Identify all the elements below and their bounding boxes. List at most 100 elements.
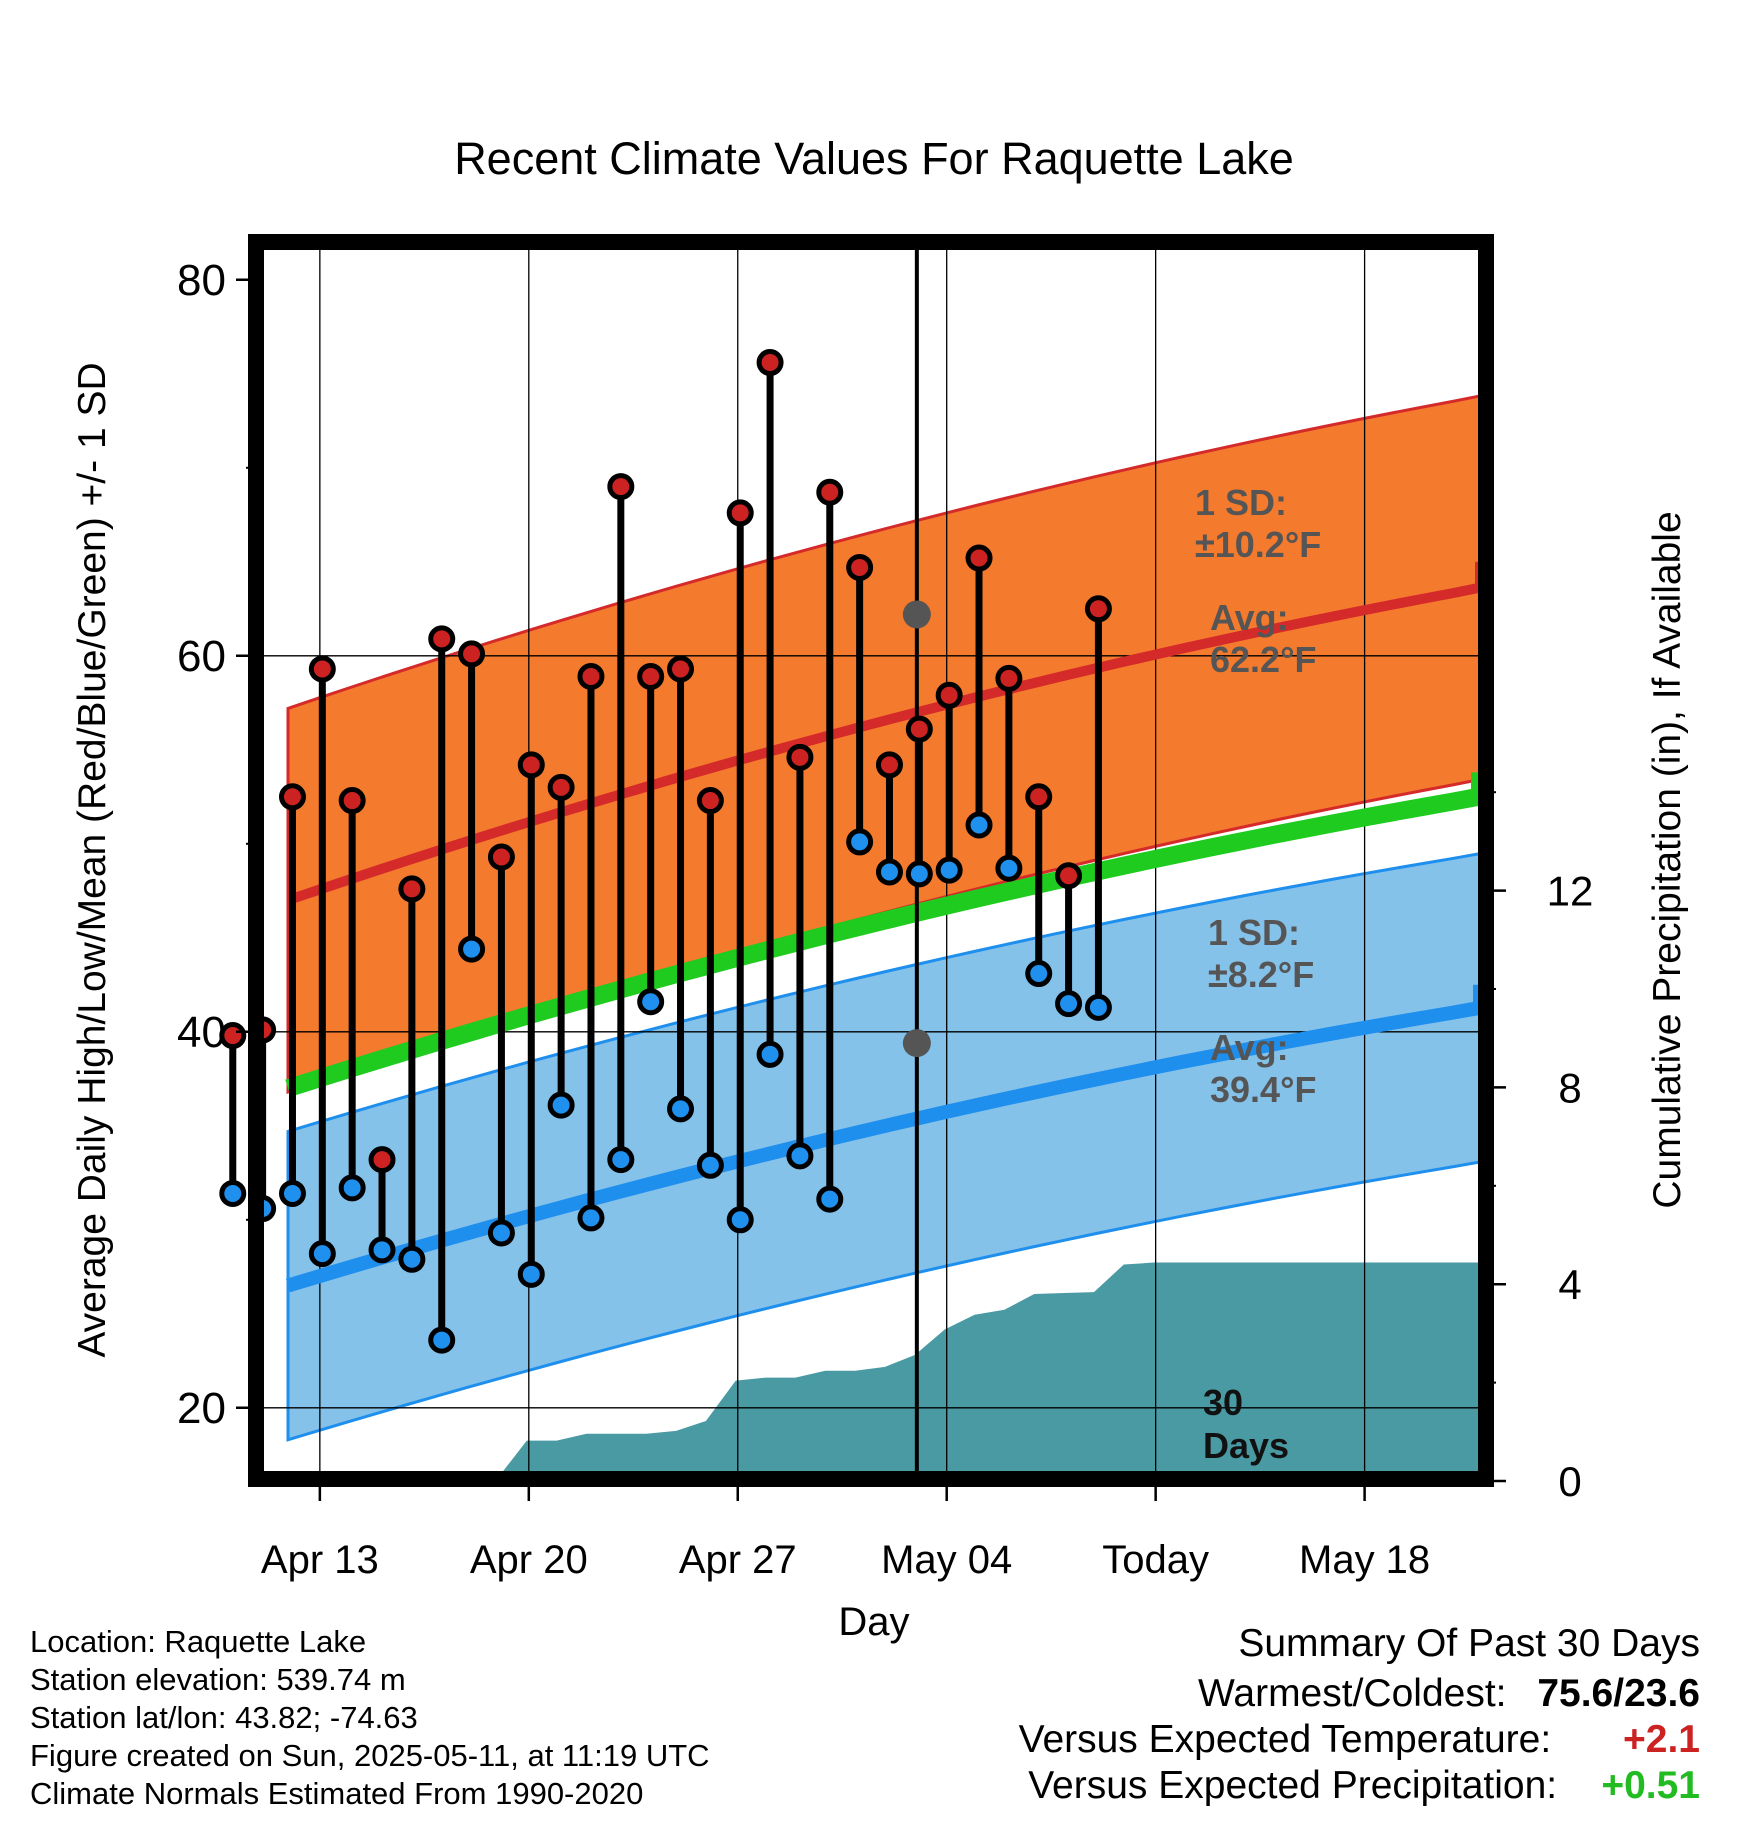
daily-high-dot bbox=[667, 655, 695, 683]
days-label: Days bbox=[1203, 1425, 1289, 1466]
chart-title: Recent Climate Values For Raquette Lake bbox=[454, 133, 1294, 184]
y-tick-label: 20 bbox=[177, 1384, 226, 1433]
daily-low-dot bbox=[517, 1260, 545, 1288]
daily-low-dot bbox=[875, 858, 903, 886]
daily-low-dot bbox=[487, 1219, 515, 1247]
low-avg-value: 39.4°F bbox=[1210, 1069, 1316, 1110]
daily-low-dot bbox=[1084, 993, 1112, 1021]
daily-low-dot bbox=[219, 1179, 247, 1207]
summary-warm-cold-value: 75.6/23.6 bbox=[1537, 1672, 1700, 1715]
daily-high-dot bbox=[696, 787, 724, 815]
high-sd-value: ±10.2°F bbox=[1195, 524, 1321, 565]
daily-low-dot bbox=[308, 1240, 336, 1268]
daily-low-dot bbox=[428, 1326, 456, 1354]
daily-low-dot bbox=[338, 1174, 366, 1202]
summary-temp: Versus Expected Temperature: +2.1 bbox=[1019, 1718, 1700, 1762]
daily-high-dot bbox=[487, 843, 515, 871]
summary-precip-label: Versus Expected Precipitation: bbox=[1028, 1764, 1558, 1807]
x-tick-label: May 04 bbox=[881, 1538, 1012, 1582]
low-sd-value: ±8.2°F bbox=[1208, 954, 1314, 995]
daily-low-dot bbox=[786, 1142, 814, 1170]
daily-high-dot bbox=[726, 499, 754, 527]
info-created: Figure created on Sun, 2025-05-11, at 11… bbox=[30, 1738, 710, 1773]
daily-high-dot bbox=[1084, 595, 1112, 623]
daily-high-dot bbox=[905, 715, 933, 743]
daily-high-dot bbox=[607, 473, 635, 501]
daily-temperature-dots bbox=[219, 349, 1112, 1354]
daily-high-dot bbox=[308, 655, 336, 683]
daily-low-dot bbox=[398, 1245, 426, 1273]
info-elevation: Station elevation: 539.74 m bbox=[30, 1662, 406, 1697]
y2-tick-label: 12 bbox=[1547, 868, 1594, 915]
daily-low-dot bbox=[965, 811, 993, 839]
low-avg-label: Avg: bbox=[1210, 1027, 1289, 1068]
daily-high-dot bbox=[428, 625, 456, 653]
daily-high-dot bbox=[547, 773, 575, 801]
plot-frame bbox=[248, 234, 1494, 1487]
daily-high-dot bbox=[637, 662, 665, 690]
daily-low-dot bbox=[368, 1236, 396, 1264]
daily-low-dot bbox=[667, 1095, 695, 1123]
info-latlon: Station lat/lon: 43.82; -74.63 bbox=[30, 1700, 418, 1735]
y2-tick-label: 8 bbox=[1558, 1064, 1581, 1111]
daily-high-dot bbox=[398, 875, 426, 903]
info-location: Location: Raquette Lake bbox=[30, 1624, 367, 1659]
summary-temp-value: +2.1 bbox=[1623, 1718, 1700, 1761]
summary-panel: Summary Of Past 30 Days Warmest/Coldest:… bbox=[1019, 1622, 1700, 1808]
daily-low-dot bbox=[577, 1204, 605, 1232]
daily-high-dot bbox=[368, 1146, 396, 1174]
summary-warm-cold-label: Warmest/Coldest: bbox=[1198, 1672, 1507, 1715]
daily-high-dot bbox=[786, 743, 814, 771]
daily-low-dot bbox=[637, 988, 665, 1016]
daily-high-dot bbox=[846, 553, 874, 581]
daily-high-dot bbox=[458, 640, 486, 668]
info-normals: Climate Normals Estimated From 1990-2020 bbox=[30, 1776, 644, 1811]
daily-low-dot bbox=[607, 1146, 635, 1174]
high-avg-label: Avg: bbox=[1210, 597, 1289, 638]
daily-high-dot bbox=[756, 349, 784, 377]
summary-precip-value: +0.51 bbox=[1601, 1764, 1700, 1807]
daily-low-dot bbox=[547, 1091, 575, 1119]
station-info: Location: Raquette Lake Station elevatio… bbox=[30, 1623, 710, 1813]
x-tick-label: Apr 27 bbox=[679, 1538, 797, 1582]
days-count: 30 bbox=[1203, 1382, 1243, 1423]
y2-tick-label: 0 bbox=[1558, 1458, 1581, 1505]
precipitation-area bbox=[262, 1262, 1480, 1481]
daily-high-dot bbox=[577, 662, 605, 690]
daily-low-dot bbox=[696, 1151, 724, 1179]
daily-high-dot bbox=[517, 751, 545, 779]
daily-low-dot bbox=[458, 935, 486, 963]
summary-temp-label: Versus Expected Temperature: bbox=[1018, 1718, 1552, 1761]
y-axis-label: Average Daily High/Low/Mean (Red/Blue/Gr… bbox=[71, 362, 114, 1357]
high-avg-value: 62.2°F bbox=[1210, 639, 1316, 680]
daily-high-dot bbox=[1025, 783, 1053, 811]
daily-high-dot bbox=[995, 664, 1023, 692]
summary-title: Summary Of Past 30 Days bbox=[1238, 1622, 1700, 1665]
axes: 20 40 60 80 0 4 8 12 Apr 13 Apr 20 Apr 27 May 04 Tod… bbox=[177, 256, 1593, 1582]
daily-low-dot bbox=[1055, 990, 1083, 1018]
daily-low-dot bbox=[905, 860, 933, 888]
daily-high-dot bbox=[219, 1022, 247, 1050]
precipitation-fill bbox=[262, 1262, 1480, 1481]
low-sd-label: 1 SD: bbox=[1208, 912, 1300, 953]
daily-low-dot bbox=[278, 1179, 306, 1207]
today-avg-high-dot bbox=[902, 600, 931, 629]
daily-low-dot bbox=[1025, 960, 1053, 988]
daily-low-dot bbox=[846, 828, 874, 856]
summary-warm-cold: Warmest/Coldest: 75.6/23.6 bbox=[1019, 1672, 1700, 1716]
daily-low-dot bbox=[756, 1040, 784, 1068]
x-tick-label: Today bbox=[1102, 1538, 1209, 1582]
x-tick-label: May 18 bbox=[1299, 1538, 1430, 1582]
high-sd-label: 1 SD: bbox=[1195, 482, 1287, 523]
today-avg-low-dot bbox=[902, 1029, 931, 1058]
daily-high-dot bbox=[875, 751, 903, 779]
y2-axis-label: Cumulative Precipitation (in), If Availa… bbox=[1646, 511, 1689, 1208]
summary-precip: Versus Expected Precipitation: +0.51 bbox=[1019, 1764, 1700, 1808]
daily-high-dot bbox=[965, 544, 993, 572]
avg-low-line bbox=[285, 984, 1487, 1293]
daily-high-dot bbox=[935, 681, 963, 709]
y-tick-label: 80 bbox=[177, 256, 226, 305]
x-tick-label: Apr 20 bbox=[470, 1538, 588, 1582]
